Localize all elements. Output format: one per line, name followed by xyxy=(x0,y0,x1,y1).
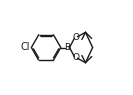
Text: B: B xyxy=(64,43,70,52)
Text: O: O xyxy=(72,53,80,62)
Text: O: O xyxy=(72,33,80,42)
Text: Cl: Cl xyxy=(20,42,30,53)
